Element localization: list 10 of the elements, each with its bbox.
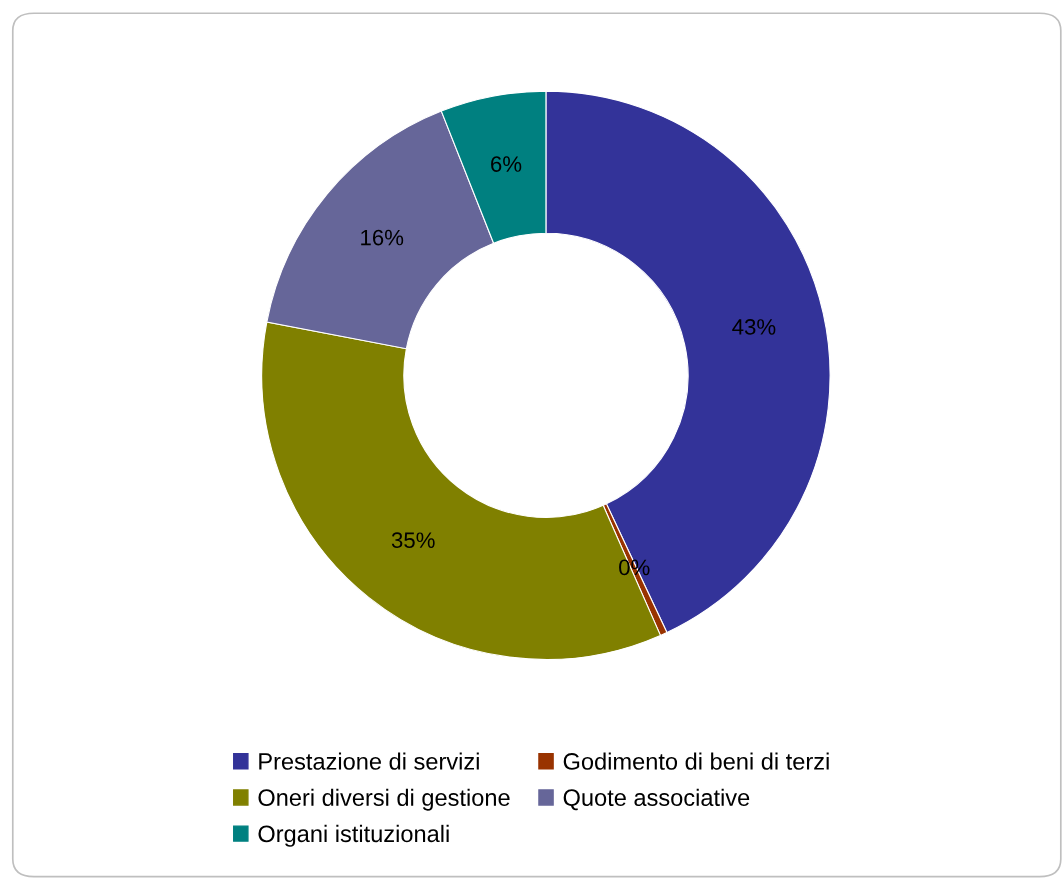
data-label: 35% [391, 532, 435, 549]
data-label: 43% [732, 319, 776, 335]
legend-label: Quote associative [563, 788, 750, 811]
data-label: 6% [491, 156, 522, 172]
legend-label: Oneri diversi di gestione [258, 788, 510, 811]
data-label: 16% [361, 229, 404, 246]
legend-label: Prestazione di servizi [259, 752, 479, 770]
legend-label: Organi istituzionali [258, 824, 449, 847]
legend-label: Godimento di beni di terzi [563, 752, 829, 770]
data-label: 0% [619, 559, 650, 576]
